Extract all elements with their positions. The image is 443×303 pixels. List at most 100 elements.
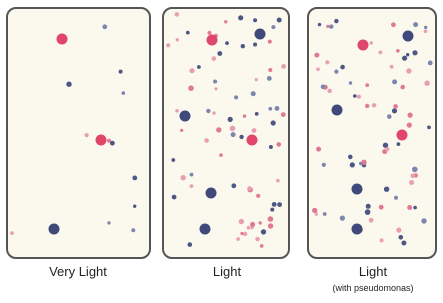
small-cell	[379, 51, 383, 55]
small-cell	[107, 221, 110, 224]
small-cell	[110, 141, 115, 146]
small-cell	[253, 43, 257, 47]
small-cell	[243, 114, 246, 117]
small-cell	[409, 180, 414, 185]
small-cell	[412, 50, 417, 55]
small-cell	[268, 107, 272, 111]
small-cell	[122, 91, 126, 95]
small-cell	[214, 87, 217, 90]
panel-frame	[7, 8, 150, 258]
blue-cell	[255, 29, 266, 40]
small-cell	[255, 78, 258, 81]
small-cell	[366, 204, 371, 209]
small-cell	[277, 18, 282, 23]
small-cell	[255, 112, 259, 116]
small-cell	[314, 53, 319, 58]
small-cell	[424, 80, 430, 86]
blue-cell	[200, 224, 211, 235]
small-cell	[321, 85, 326, 90]
small-cell	[259, 221, 262, 224]
blue-cell	[403, 31, 414, 42]
small-cell	[188, 242, 193, 247]
small-cell	[369, 218, 374, 223]
small-cell	[407, 123, 412, 128]
blue-cell	[206, 188, 217, 199]
panel-label: Light	[213, 264, 242, 279]
small-cell	[252, 128, 257, 133]
small-cell	[316, 147, 321, 152]
small-cell	[392, 79, 397, 84]
small-cell	[224, 20, 227, 23]
small-cell	[231, 132, 236, 137]
small-cell	[406, 68, 411, 73]
small-cell	[197, 65, 201, 69]
small-cell	[267, 76, 272, 81]
small-cell	[239, 135, 243, 139]
small-cell	[406, 53, 409, 56]
small-cell	[318, 23, 321, 26]
small-cell	[325, 60, 329, 64]
small-cell	[85, 133, 89, 137]
small-cell	[385, 147, 389, 151]
small-cell	[230, 126, 236, 132]
small-cell	[231, 183, 236, 188]
small-cell	[255, 237, 259, 241]
small-cell	[270, 208, 274, 212]
small-cell	[393, 104, 398, 109]
small-cell	[247, 186, 252, 191]
small-cell	[268, 223, 273, 228]
small-cell	[365, 104, 369, 108]
small-cell	[312, 208, 317, 213]
small-cell	[372, 103, 376, 107]
small-cell	[387, 114, 392, 119]
pink-cell	[57, 34, 68, 45]
pink-cell	[247, 135, 258, 146]
small-cell	[228, 117, 233, 122]
small-cell	[394, 196, 398, 200]
small-cell	[212, 56, 217, 61]
small-cell	[396, 228, 401, 233]
small-cell	[253, 18, 257, 22]
small-cell	[379, 205, 384, 210]
small-cell	[238, 15, 243, 20]
small-cell	[380, 238, 384, 242]
small-cell	[400, 85, 405, 90]
small-cell	[427, 126, 431, 130]
small-cell	[397, 142, 401, 146]
pink-cell	[397, 130, 408, 141]
pink-cell	[358, 40, 369, 51]
small-cell	[390, 65, 394, 69]
small-cell	[391, 22, 396, 27]
small-cell	[251, 91, 256, 96]
small-cell	[340, 216, 345, 221]
small-cell	[281, 64, 286, 69]
small-cell	[421, 218, 426, 223]
small-cell	[241, 44, 245, 48]
small-cell	[412, 167, 418, 173]
small-cell	[180, 129, 183, 132]
small-cell	[186, 31, 190, 35]
small-cell	[365, 209, 371, 215]
small-cell	[236, 237, 240, 241]
small-cell	[328, 89, 332, 93]
small-cell	[102, 24, 107, 29]
small-cell	[392, 108, 397, 113]
blue-cell	[180, 111, 191, 122]
small-cell	[225, 41, 229, 45]
small-cell	[206, 109, 210, 113]
small-cell	[269, 145, 273, 149]
small-cell	[413, 206, 417, 210]
small-cell	[365, 83, 369, 87]
small-cell	[411, 174, 416, 179]
small-cell	[133, 205, 136, 208]
small-cell	[66, 82, 71, 87]
small-cell	[188, 85, 194, 91]
pink-cell	[96, 135, 107, 146]
small-cell	[340, 65, 345, 70]
small-cell	[424, 30, 428, 34]
small-cell	[323, 212, 327, 216]
blue-cell	[332, 105, 343, 116]
panel-label: Light	[359, 264, 388, 279]
small-cell	[334, 70, 338, 74]
small-cell	[353, 94, 357, 98]
